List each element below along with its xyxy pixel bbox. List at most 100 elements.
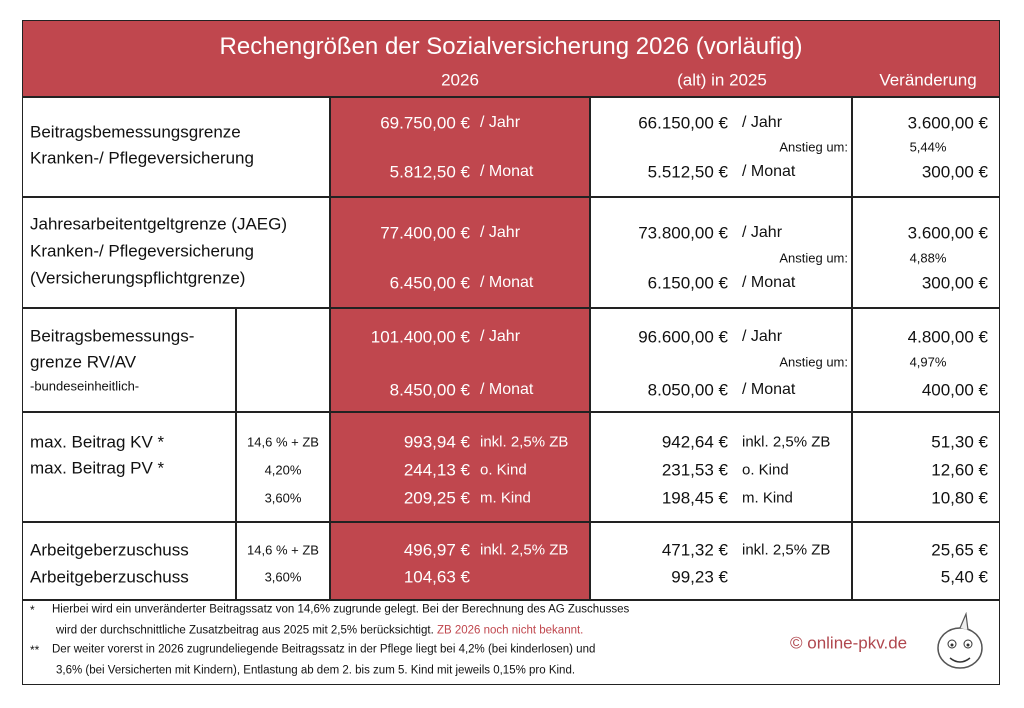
amount-2025: 96.600,00 €	[638, 327, 728, 347]
footnote-line: Der weiter vorerst in 2026 zugrundeliege…	[52, 643, 596, 656]
amount-2026: 244,13 €	[403, 460, 470, 480]
amount-2025: 8.050,00 €	[647, 380, 728, 400]
unit-2026: m. Kind	[480, 489, 531, 507]
amount-2026: 69.750,00 €	[380, 113, 470, 133]
amount-2025: 198,45 €	[661, 488, 728, 508]
amount-2026: 104,63 €	[403, 567, 470, 587]
column-header: (alt) in 2025	[677, 70, 767, 90]
row-label: Arbeitgeberzuschuss	[30, 567, 189, 587]
row-label: Beitragsbemessungsgrenze	[30, 122, 241, 142]
unit-2025: / Monat	[742, 163, 796, 180]
amount-2025: 5.512,50 €	[647, 162, 728, 182]
rate: 3,60%	[264, 569, 302, 585]
unit-2026: / Jahr	[480, 328, 521, 345]
amount-2026: 209,25 €	[403, 488, 470, 508]
unit-2025: / Jahr	[742, 224, 783, 241]
change-amount: 300,00 €	[921, 273, 988, 293]
unit-2025: / Monat	[742, 381, 796, 398]
change-amount: 400,00 €	[921, 380, 988, 400]
unit-2026: o. Kind	[480, 461, 527, 479]
row-label: Arbeitgeberzuschuss	[30, 540, 189, 560]
increase-label: Anstieg um:	[779, 139, 848, 155]
change-amount: 300,00 €	[921, 162, 988, 182]
row-label: (Versicherungspflichtgrenze)	[30, 268, 246, 288]
rate: 14,6 % + ZB	[247, 434, 319, 450]
unit-2026: / Jahr	[480, 114, 521, 131]
footnote-mark: **	[30, 643, 40, 657]
table-border	[22, 20, 1000, 685]
col-line	[589, 97, 591, 600]
change-amount: 3.600,00 €	[907, 113, 988, 133]
change-amount: 3.600,00 €	[907, 223, 988, 243]
increase-percent: 5,44%	[909, 139, 947, 155]
unit-2026: inkl. 2,5% ZB	[480, 433, 569, 451]
row-line	[22, 307, 1000, 309]
unit-2025: inkl. 2,5% ZB	[742, 433, 831, 451]
footnote-text: wird der durchschnittliche Zusatzbeitrag…	[56, 624, 437, 637]
amount-2026: 77.400,00 €	[380, 223, 470, 243]
col-line	[851, 97, 853, 600]
copyright: © online-pkv.de	[790, 633, 908, 653]
row-line	[22, 196, 1000, 198]
amount-2025: 471,32 €	[661, 540, 728, 560]
row-line	[22, 521, 1000, 523]
increase-label: Anstieg um:	[779, 250, 848, 266]
row-label: -bundeseinheitlich-	[30, 378, 140, 394]
row-label: max. Beitrag KV *	[30, 432, 165, 452]
amount-2026: 5.812,50 €	[389, 162, 470, 182]
header-band	[22, 20, 1000, 97]
change-amount: 25,65 €	[931, 540, 988, 560]
unit-2026: / Jahr	[480, 224, 521, 241]
amount-2025: 99,23 €	[671, 567, 728, 587]
rate: 3,60%	[264, 490, 302, 506]
row-line	[22, 411, 1000, 413]
column-2026-band	[330, 97, 590, 600]
rate: 14,6 % + ZB	[247, 542, 319, 558]
row-label: Kranken-/ Pflegeversicherung	[30, 241, 254, 261]
change-amount: 10,80 €	[931, 488, 988, 508]
row-line	[22, 599, 1000, 601]
footnote-line: wird der durchschnittliche Zusatzbeitrag…	[56, 625, 583, 637]
change-amount: 12,60 €	[931, 460, 988, 480]
row-label: Jahresarbeitentgeltgrenze (JAEG)	[30, 214, 288, 234]
increase-percent: 4,97%	[909, 354, 947, 370]
col-line	[235, 308, 237, 600]
footnote-mark: *	[30, 603, 35, 617]
column-header: Veränderung	[879, 70, 977, 90]
unit-2025: / Monat	[742, 274, 796, 291]
unit-2025: / Jahr	[742, 114, 783, 131]
amount-2025: 231,53 €	[661, 460, 728, 480]
amount-2025: 73.800,00 €	[638, 223, 728, 243]
change-amount: 51,30 €	[931, 432, 988, 452]
amount-2026: 6.450,00 €	[389, 273, 470, 293]
unit-2025: o. Kind	[742, 461, 789, 479]
amount-2025: 66.150,00 €	[638, 113, 728, 133]
row-label: grenze RV/AV	[30, 352, 137, 372]
unit-2025: inkl. 2,5% ZB	[742, 541, 831, 559]
unit-2025: / Jahr	[742, 328, 783, 345]
amount-2025: 6.150,00 €	[647, 273, 728, 293]
increase-label: Anstieg um:	[779, 354, 848, 370]
amount-2026: 496,97 €	[403, 540, 470, 560]
unit-2026: / Monat	[480, 381, 534, 398]
row-label: Beitragsbemessungs-	[30, 326, 195, 346]
row-label: Kranken-/ Pflegeversicherung	[30, 148, 254, 168]
unit-2026: / Monat	[480, 274, 534, 291]
change-amount: 5,40 €	[940, 567, 988, 587]
footnote-highlight: ZB 2026 noch nicht bekannt.	[436, 624, 584, 637]
amount-2026: 8.450,00 €	[389, 380, 470, 400]
amount-2025: 942,64 €	[661, 432, 728, 452]
title: Rechengrößen der Sozialversicherung 2026…	[219, 33, 803, 60]
footnote-line: 3,6% (bei Versicherten mit Kindern), Ent…	[56, 664, 576, 677]
rate: 4,20%	[264, 462, 302, 478]
col-line	[329, 97, 331, 600]
amount-2026: 101.400,00 €	[370, 327, 470, 347]
column-header: 2026	[441, 70, 479, 90]
row-line	[22, 96, 1000, 98]
unit-2025: m. Kind	[742, 489, 793, 507]
unit-2026: inkl. 2,5% ZB	[480, 541, 569, 559]
footnote-line: Hierbei wird ein unveränderter Beitragss…	[52, 603, 630, 616]
amount-2026: 993,94 €	[403, 432, 470, 452]
change-amount: 4.800,00 €	[907, 327, 988, 347]
